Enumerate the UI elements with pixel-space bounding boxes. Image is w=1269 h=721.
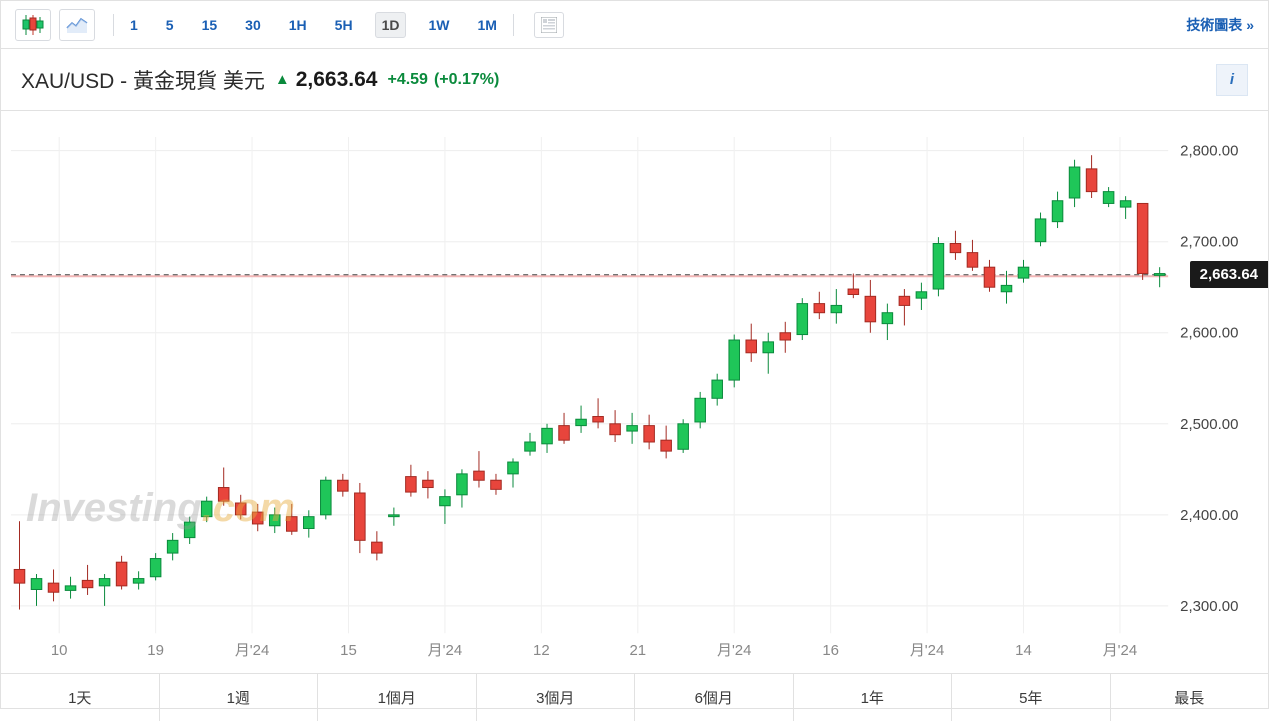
- interval-tabs[interactable]: 1 5 15 30 1H 5H 1D 1W 1M: [124, 12, 503, 38]
- interval-tab-1w[interactable]: 1W: [422, 13, 455, 37]
- interval-tab-1[interactable]: 1: [124, 13, 144, 37]
- interval-tab-5[interactable]: 5: [160, 13, 180, 37]
- svg-text:月'24: 月'24: [1103, 642, 1137, 659]
- price-change-abs: +4.59: [387, 71, 427, 89]
- svg-text:月'24: 月'24: [235, 642, 269, 659]
- svg-text:2,600.00: 2,600.00: [1180, 325, 1238, 342]
- range-tab-max[interactable]: 最長: [1111, 674, 1269, 721]
- price-direction-icon: ▲: [275, 71, 290, 88]
- interval-tab-30[interactable]: 30: [239, 13, 267, 37]
- technical-chart-link[interactable]: 技術圖表 »: [1186, 15, 1254, 35]
- svg-text:月'24: 月'24: [910, 642, 944, 659]
- svg-text:2,500.00: 2,500.00: [1180, 416, 1238, 433]
- interval-tab-5h[interactable]: 5H: [329, 13, 359, 37]
- candlestick-chart-icon[interactable]: [15, 9, 51, 41]
- interval-tab-1m[interactable]: 1M: [471, 13, 502, 37]
- symbol-title: XAU/USD - 黃金現貨 美元: [21, 65, 265, 95]
- range-tab-3months[interactable]: 3個月: [477, 674, 636, 721]
- svg-text:12: 12: [533, 642, 550, 659]
- svg-text:14: 14: [1015, 642, 1032, 659]
- date-range-tabs[interactable]: 1天 1週 1個月 3個月 6個月 1年 5年 最長: [1, 673, 1268, 721]
- range-tab-1month[interactable]: 1個月: [318, 674, 477, 721]
- range-tab-1year[interactable]: 1年: [794, 674, 953, 721]
- last-price: 2,663.64: [296, 68, 378, 92]
- svg-text:2,800.00: 2,800.00: [1180, 143, 1238, 160]
- interval-tab-15[interactable]: 15: [196, 13, 224, 37]
- svg-text:15: 15: [340, 642, 357, 659]
- svg-text:2,700.00: 2,700.00: [1180, 234, 1238, 251]
- svg-text:月'24: 月'24: [428, 642, 462, 659]
- range-tab-1day[interactable]: 1天: [1, 674, 160, 721]
- svg-text:19: 19: [147, 642, 164, 659]
- svg-text:21: 21: [629, 642, 646, 659]
- toolbar-separator: [113, 14, 114, 36]
- layout-settings-icon[interactable]: [534, 12, 564, 38]
- price-change-pct: (+0.17%): [434, 71, 499, 89]
- range-tab-5years[interactable]: 5年: [952, 674, 1111, 721]
- technical-chart-label: 技術圖表: [1186, 17, 1242, 33]
- interval-tab-1d[interactable]: 1D: [375, 12, 407, 38]
- svg-text:月'24: 月'24: [717, 642, 751, 659]
- chart-window: 1 5 15 30 1H 5H 1D 1W 1M 技術圖表 »: [0, 0, 1269, 709]
- interval-tab-1h[interactable]: 1H: [283, 13, 313, 37]
- range-tab-6months[interactable]: 6個月: [635, 674, 794, 721]
- svg-text:10: 10: [51, 642, 68, 659]
- symbol-header: XAU/USD - 黃金現貨 美元 ▲ 2,663.64 +4.59 (+0.1…: [1, 49, 1268, 111]
- svg-text:2,300.00: 2,300.00: [1180, 598, 1238, 615]
- info-icon[interactable]: i: [1216, 64, 1248, 96]
- candlestick-chart-area[interactable]: 2,800.00 2,700.00 2,600.00 2,500.00 2,400.00…: [1, 111, 1268, 673]
- svg-text:16: 16: [822, 642, 839, 659]
- current-price-tag: 2,663.64: [1190, 261, 1268, 288]
- svg-text:2,400.00: 2,400.00: [1180, 507, 1238, 524]
- line-chart-icon[interactable]: [59, 9, 95, 41]
- range-tab-1week[interactable]: 1週: [160, 674, 319, 721]
- toolbar-separator-2: [513, 14, 514, 36]
- candlestick-svg[interactable]: 2,800.00 2,700.00 2,600.00 2,500.00 2,400.00…: [1, 129, 1268, 673]
- toolbar: 1 5 15 30 1H 5H 1D 1W 1M 技術圖表 »: [1, 1, 1268, 49]
